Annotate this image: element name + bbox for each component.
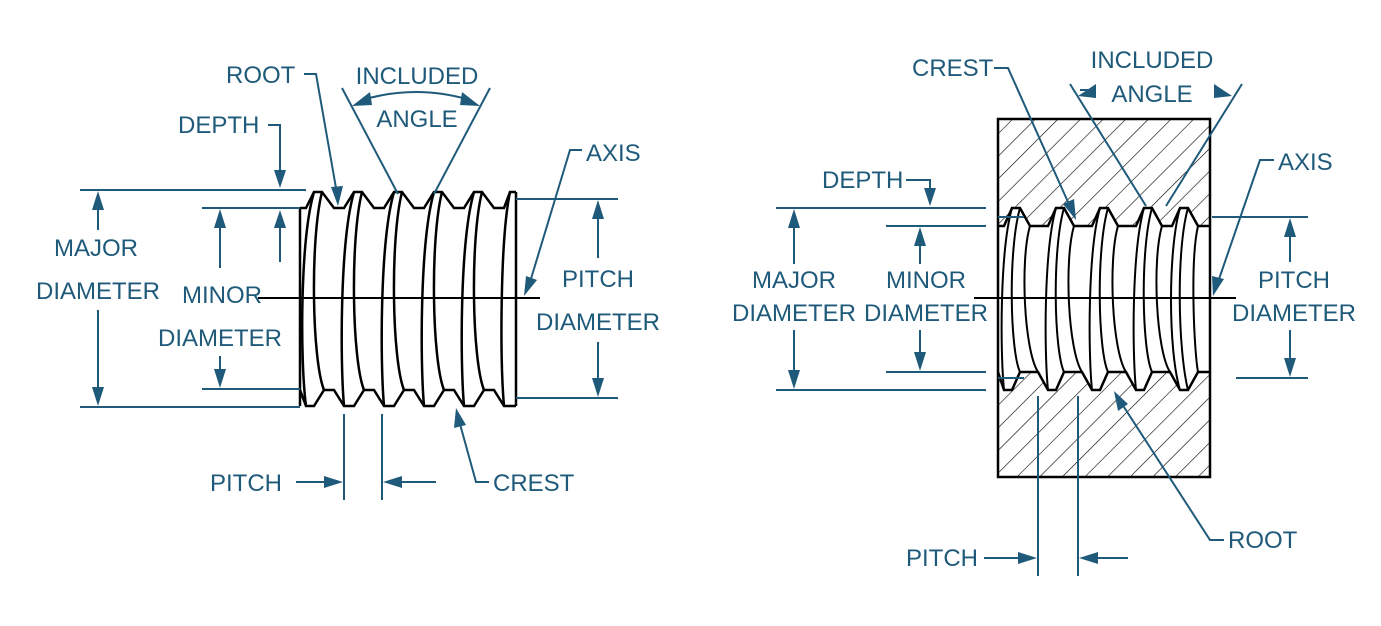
minor-diameter-label-line2: DIAMETER <box>158 325 282 352</box>
int-major-diameter-label-line2: DIAMETER <box>732 300 856 327</box>
included-angle-label-line2: ANGLE <box>376 106 457 133</box>
included-angle-arrow-right <box>460 92 480 106</box>
root-arrow <box>331 186 343 206</box>
depth-label: DEPTH <box>178 112 259 139</box>
included-angle-label-line1: INCLUDED <box>356 63 479 90</box>
int-included-angle-arrow-left <box>1078 84 1096 98</box>
pitch-arrow-left <box>383 476 402 488</box>
pitch-diameter-label-line2: DIAMETER <box>536 309 660 336</box>
root-label: ROOT <box>226 62 296 89</box>
external-thread-bottom-profile <box>298 388 516 408</box>
included-angle-leg-left <box>341 87 399 195</box>
external-thread-top-profile <box>300 190 516 210</box>
int-crest-arrow <box>1063 199 1076 220</box>
pitch-diameter-arrow-up <box>592 200 604 219</box>
axis-leader <box>529 149 582 283</box>
int-major-diameter-label-line1: MAJOR <box>752 267 836 294</box>
included-angle-arrow-left <box>352 92 372 106</box>
major-diameter-label-line2: DIAMETER <box>36 278 160 305</box>
minor-diameter-arrow-up <box>214 209 226 228</box>
int-root-leader <box>1121 403 1224 541</box>
minor-diameter-label-line1: MINOR <box>182 282 262 309</box>
pitch-diameter-arrow-down <box>592 378 604 397</box>
major-diameter-arrow-up <box>92 191 104 210</box>
internal-thread-bottom-profile <box>996 370 1210 392</box>
depth-arrow-down <box>274 170 286 188</box>
int-depth-label: DEPTH <box>822 167 903 194</box>
pitch-diameter-label-line1: PITCH <box>562 266 634 293</box>
int-crest-label: CREST <box>912 55 994 82</box>
internal-thread-top-profile <box>998 206 1210 228</box>
int-minor-arrow-down <box>914 352 926 371</box>
included-angle-arc <box>361 91 471 101</box>
pitch-label: PITCH <box>210 470 282 497</box>
int-pitch-diameter-arrow-up <box>1284 218 1296 237</box>
int-pitch-arrow-left <box>1079 552 1098 564</box>
int-pitch-label: PITCH <box>906 545 978 572</box>
major-diameter-arrow-down <box>92 387 104 406</box>
int-included-angle-arrow-right <box>1214 84 1232 98</box>
depth-arrow-up <box>274 210 286 228</box>
root-leader <box>304 73 337 189</box>
depth-leader-top <box>268 124 281 170</box>
crest-label: CREST <box>493 470 575 497</box>
int-axis-label: AXIS <box>1278 149 1333 176</box>
int-pitch-diameter-label-line2: DIAMETER <box>1232 300 1356 327</box>
int-pitch-arrow-right <box>1018 552 1037 564</box>
int-included-angle-label-line2: ANGLE <box>1111 81 1192 108</box>
included-angle-leg-right <box>433 87 491 195</box>
int-pitch-diameter-arrow-down <box>1284 358 1296 377</box>
int-included-angle-leg-left <box>1069 83 1147 207</box>
axis-label: AXIS <box>586 140 641 167</box>
internal-thread-annotations: MAJOR DIAMETER MINOR DIAMETER DEPTH CRES… <box>732 47 1356 576</box>
int-depth-arrow <box>924 188 936 206</box>
int-minor-arrow-up <box>914 227 926 246</box>
crest-arrow <box>454 408 466 428</box>
internal-thread-drawing <box>974 117 1236 479</box>
pitch-arrow-right <box>324 476 343 488</box>
int-axis-arrow <box>1212 276 1224 296</box>
axis-arrow <box>524 276 537 296</box>
internal-thread-helix-lines <box>1000 207 1199 391</box>
int-axis-leader <box>1217 159 1274 283</box>
int-minor-diameter-label-line2: DIAMETER <box>864 300 988 327</box>
minor-diameter-arrow-down <box>214 369 226 388</box>
crest-leader <box>459 423 489 483</box>
major-diameter-label-line1: MAJOR <box>54 235 138 262</box>
int-included-angle-label-line1: INCLUDED <box>1091 47 1214 74</box>
int-included-angle-leg-right <box>1165 83 1243 207</box>
int-major-arrow-down <box>788 370 800 389</box>
external-thread-drawing <box>258 190 540 408</box>
int-root-arrow <box>1114 391 1128 411</box>
int-root-label: ROOT <box>1228 527 1298 554</box>
int-crest-leader <box>994 67 1069 203</box>
int-depth-leader <box>906 179 931 190</box>
external-thread-annotations: MAJOR DIAMETER MINOR DIAMETER DEPTH ROOT… <box>36 62 660 500</box>
int-pitch-diameter-label-line1: PITCH <box>1258 267 1330 294</box>
int-major-arrow-up <box>788 209 800 228</box>
int-minor-diameter-label-line1: MINOR <box>886 267 966 294</box>
